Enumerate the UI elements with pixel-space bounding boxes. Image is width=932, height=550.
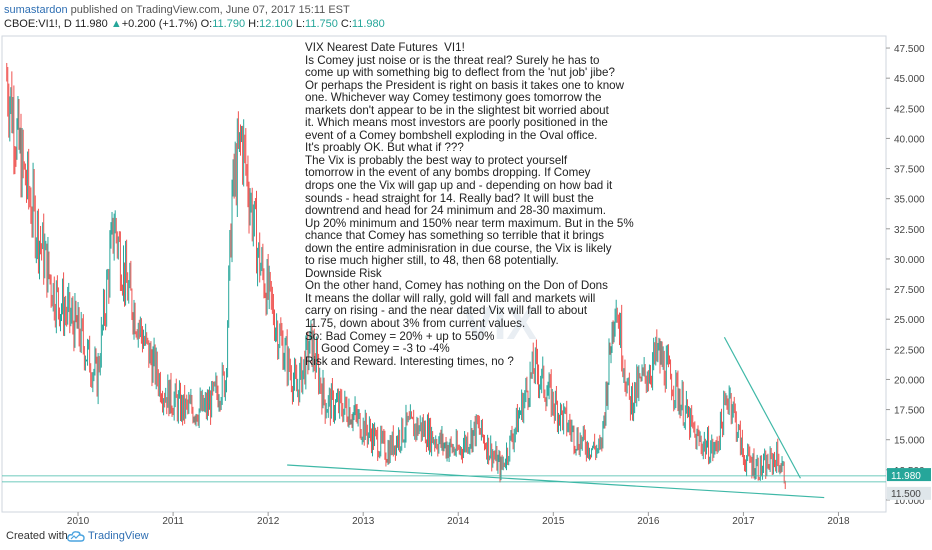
- y-tick-label: 30.000: [894, 255, 925, 266]
- tradingview-link[interactable]: TradingView: [88, 530, 149, 542]
- watermark: VIX: [463, 297, 537, 349]
- y-tick-label: 45.000: [894, 74, 925, 85]
- x-tick-label: 2018: [827, 516, 850, 524]
- trendline: [723, 336, 801, 479]
- symbol-label[interactable]: CBOE:VI1!, D: [4, 18, 72, 30]
- change-value: +0.200 (+1.7%): [121, 18, 198, 30]
- x-tick-label: 2014: [447, 516, 470, 524]
- x-tick-label: 2013: [352, 516, 375, 524]
- open-value: 11.790: [212, 18, 246, 30]
- x-tick-label: 2010: [67, 516, 90, 524]
- y-tick-label: 22.500: [894, 345, 925, 356]
- candles: [6, 62, 786, 490]
- x-tick-label: 2011: [162, 516, 184, 524]
- high-label: H:: [248, 18, 260, 30]
- tradingview-cloud-icon: [67, 531, 85, 542]
- level-price-tag: [887, 486, 931, 500]
- low-value: 11.750: [305, 18, 338, 30]
- x-tick-label: 2012: [257, 516, 280, 524]
- high-value: 12.100: [259, 18, 293, 30]
- chart-area[interactable]: VIX 47.500 45.000 42.500 40.000 37.500 35.000 3…: [0, 34, 932, 527]
- y-tick-label: 35.000: [894, 195, 925, 206]
- footer: Created with TradingView: [0, 524, 932, 550]
- last-price: 11.980: [74, 18, 108, 30]
- y-tick-label: 17.500: [894, 406, 925, 417]
- chart-note[interactable]: VIX Nearest Date Futures VI1! Is Comey j…: [305, 41, 634, 368]
- publish-info: published on TradingView.com, June 07, 2…: [70, 4, 350, 16]
- y-tick-label: 25.000: [894, 315, 925, 326]
- last-price-tag: [887, 468, 931, 482]
- x-tick-label: 2015: [542, 516, 565, 524]
- level-price-label: 11.500: [891, 489, 921, 500]
- chart-header: sumastardon published on TradingView.com…: [0, 0, 932, 34]
- created-with-label: Created with: [6, 530, 68, 542]
- author-link[interactable]: sumastardon: [4, 4, 68, 16]
- price-chart[interactable]: VIX 47.500 45.000 42.500 40.000 37.500 35.000 3…: [0, 34, 932, 527]
- x-tick-label: 2016: [637, 516, 660, 524]
- y-tick-label: 40.000: [894, 134, 925, 145]
- last-price-label: 11.980: [891, 471, 921, 482]
- y-tick-label: 20.000: [894, 375, 925, 386]
- y-tick-label: 10.000: [894, 496, 925, 507]
- low-label: L:: [295, 18, 306, 30]
- y-tick-label: 47.500: [894, 44, 925, 55]
- up-arrow-icon: ▲: [110, 18, 122, 30]
- y-tick-label: 15.000: [894, 436, 925, 447]
- y-tick-label: 27.500: [894, 285, 925, 296]
- y-tick-label: 32.500: [894, 225, 925, 236]
- publish-line: sumastardon published on TradingView.com…: [4, 4, 350, 16]
- close-value: 11.980: [351, 18, 385, 30]
- y-tick-label: 42.500: [894, 104, 925, 115]
- open-label: O:: [200, 18, 213, 30]
- quote-line: CBOE:VI1!, D 11.980 ▲+0.200 (+1.7%) O:11…: [4, 18, 385, 30]
- x-tick-label: 2017: [732, 516, 755, 524]
- close-label: C:: [340, 18, 352, 30]
- y-tick-label: 37.500: [894, 165, 925, 176]
- trendline: [287, 464, 825, 499]
